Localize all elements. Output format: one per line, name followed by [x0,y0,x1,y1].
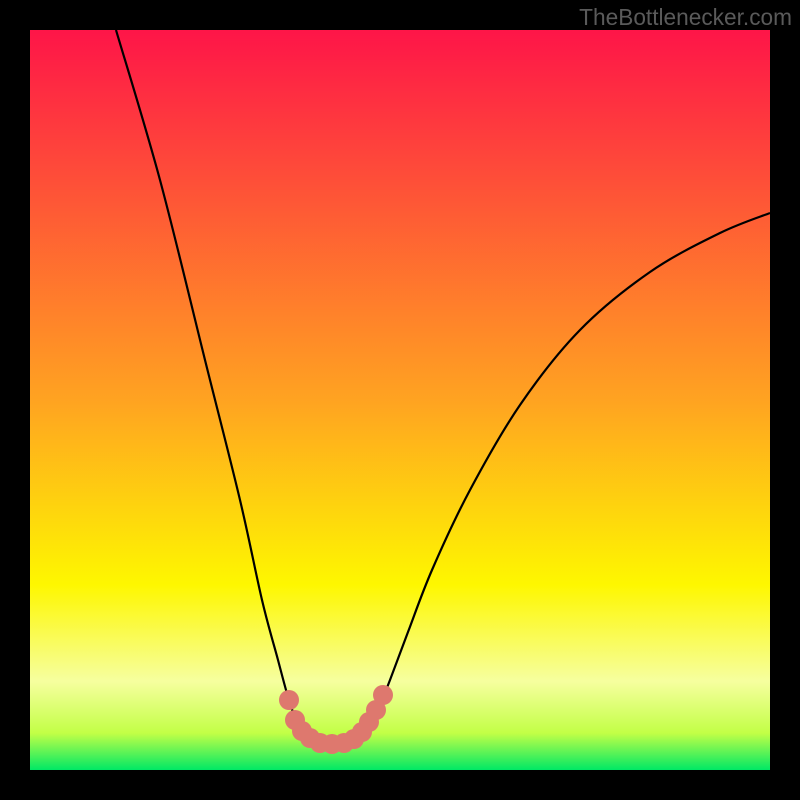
plot-overlay [0,0,800,800]
curve-markers [279,685,393,754]
curve-marker [373,685,393,705]
watermark-text: TheBottlenecker.com [579,4,792,31]
bottleneck-curve [116,30,770,744]
curve-marker [279,690,299,710]
